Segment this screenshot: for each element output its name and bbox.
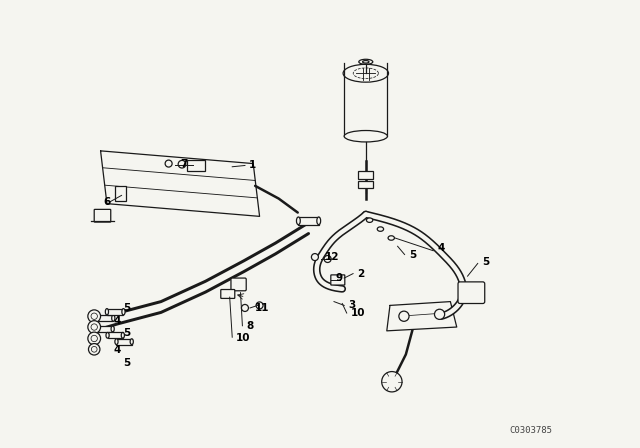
Ellipse shape — [296, 217, 300, 224]
Ellipse shape — [388, 236, 394, 240]
Text: 5: 5 — [123, 303, 130, 313]
Text: 8: 8 — [247, 321, 254, 331]
FancyBboxPatch shape — [331, 275, 345, 285]
Bar — [97, 326, 113, 332]
Text: 5: 5 — [123, 358, 130, 368]
Ellipse shape — [112, 315, 115, 321]
Text: C0303785: C0303785 — [509, 426, 552, 435]
Circle shape — [241, 305, 248, 311]
Text: 4: 4 — [438, 243, 445, 253]
Ellipse shape — [377, 227, 383, 231]
Bar — [298, 217, 319, 224]
Bar — [358, 171, 373, 179]
Bar — [107, 309, 124, 315]
Bar — [108, 332, 123, 338]
Text: 10: 10 — [236, 333, 250, 344]
FancyBboxPatch shape — [231, 278, 246, 291]
Ellipse shape — [95, 315, 99, 321]
Circle shape — [88, 321, 100, 333]
Circle shape — [88, 310, 100, 323]
Text: 5: 5 — [409, 250, 416, 259]
Ellipse shape — [111, 326, 115, 332]
FancyBboxPatch shape — [458, 282, 484, 303]
Circle shape — [312, 254, 319, 261]
Text: 6: 6 — [104, 197, 111, 207]
Text: 4: 4 — [113, 345, 121, 355]
Circle shape — [324, 255, 331, 263]
Circle shape — [381, 371, 402, 392]
Text: 2: 2 — [357, 269, 364, 279]
Ellipse shape — [343, 65, 388, 82]
Text: 3: 3 — [349, 301, 356, 310]
Bar — [358, 181, 373, 188]
Ellipse shape — [317, 217, 321, 224]
Ellipse shape — [106, 332, 109, 338]
Circle shape — [88, 332, 100, 345]
Ellipse shape — [344, 130, 387, 142]
Ellipse shape — [122, 309, 125, 315]
Ellipse shape — [367, 218, 372, 222]
Text: 5: 5 — [123, 328, 130, 338]
FancyBboxPatch shape — [221, 289, 235, 298]
Ellipse shape — [96, 326, 99, 332]
Ellipse shape — [130, 339, 133, 345]
Text: 11: 11 — [255, 303, 269, 313]
Circle shape — [178, 160, 186, 168]
Text: 10: 10 — [351, 308, 365, 318]
Text: 1: 1 — [249, 160, 256, 171]
Bar — [115, 186, 126, 201]
Ellipse shape — [121, 332, 124, 338]
Circle shape — [399, 311, 409, 321]
FancyBboxPatch shape — [94, 209, 111, 222]
Bar — [116, 339, 132, 345]
Text: 12: 12 — [325, 252, 340, 262]
Bar — [187, 160, 205, 171]
Text: 9: 9 — [336, 273, 343, 283]
Ellipse shape — [115, 339, 118, 345]
Ellipse shape — [106, 309, 109, 315]
Text: 5: 5 — [482, 257, 490, 267]
Text: 4: 4 — [113, 316, 121, 326]
Circle shape — [435, 309, 445, 319]
Circle shape — [165, 160, 172, 167]
Text: 7: 7 — [180, 159, 188, 168]
Bar — [97, 315, 113, 321]
Circle shape — [256, 302, 263, 309]
Circle shape — [88, 344, 100, 355]
